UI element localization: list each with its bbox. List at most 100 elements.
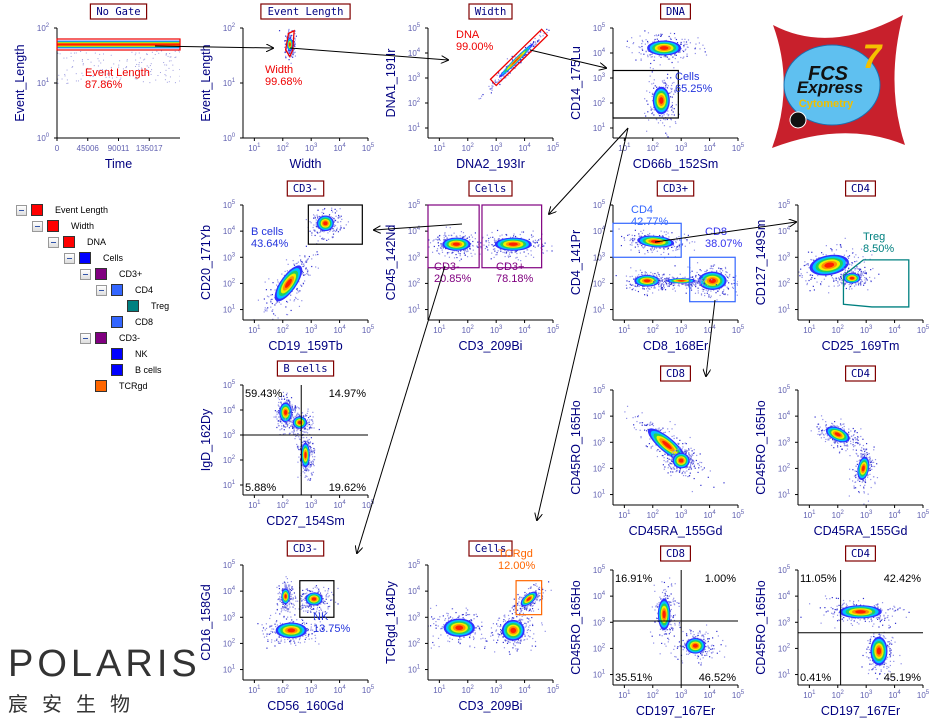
y-tick-label: 105: [593, 200, 606, 210]
gate-region[interactable]: [689, 256, 736, 303]
event-dot: [301, 263, 303, 265]
gate-percent: 78.18%: [496, 273, 534, 285]
plot-p5[interactable]: CD3-101 102 103 104 105101102103104105CD19_1…: [199, 180, 375, 353]
event-dot: [309, 479, 311, 481]
event-dot: [700, 293, 703, 295]
plot-p7[interactable]: CD3+101 102 103 104 105101102103104105CD8_16…: [569, 180, 752, 353]
event-dot: [708, 296, 710, 298]
event-dot: [328, 215, 330, 217]
event-dot: [478, 98, 480, 100]
gate-region[interactable]: [842, 259, 910, 308]
event-dot: [464, 249, 467, 251]
event-dot: [304, 431, 306, 433]
event-dot: [289, 51, 291, 53]
event-dot: [289, 420, 291, 422]
gate-region[interactable]: [56, 38, 181, 51]
event-dot: [807, 264, 809, 266]
event-dot: [270, 299, 272, 301]
event-dot: [850, 430, 852, 432]
event-dot: [679, 50, 681, 52]
event-dot: [542, 252, 544, 254]
event-dot: [511, 55, 513, 58]
event-dot: [307, 423, 309, 425]
gate-percent: 8.50%: [863, 243, 894, 255]
event-dot: [813, 289, 815, 291]
event-dot: [667, 278, 669, 280]
event-dot: [671, 88, 673, 90]
event-dot: [681, 472, 683, 475]
event-dot: [309, 465, 311, 467]
event-dot: [282, 391, 284, 394]
event-dot: [272, 318, 274, 320]
gate-region[interactable]: [612, 69, 679, 119]
event-dot: [649, 422, 651, 424]
event-dot: [658, 275, 661, 277]
event-dot: [686, 287, 688, 289]
event-dot: [841, 279, 843, 281]
event-dot: [647, 423, 649, 425]
event-dot: [485, 246, 488, 248]
gate-region[interactable]: [612, 222, 682, 258]
event-dot: [533, 245, 535, 247]
event-dot: [672, 471, 674, 473]
gate-region[interactable]: [307, 204, 363, 245]
event-dot: [284, 401, 286, 403]
event-dot: [67, 82, 69, 84]
event-dot: [692, 460, 694, 462]
event-dot: [830, 444, 833, 446]
event-dot: [433, 239, 435, 241]
event-dot: [662, 427, 664, 429]
plot-title: No Gate: [96, 6, 140, 18]
gate-region[interactable]: [481, 204, 543, 269]
event-dot: [92, 76, 94, 78]
event-dot: [505, 66, 507, 68]
event-dot: [279, 429, 281, 431]
event-dot: [276, 279, 279, 281]
event-dot: [849, 285, 852, 288]
event-dot: [456, 256, 458, 259]
event-dot: [674, 284, 676, 286]
gate-region[interactable]: [489, 28, 549, 87]
event-dot: [514, 67, 516, 69]
event-dot: [660, 253, 662, 256]
event-dot: [817, 423, 820, 425]
event-dot: [655, 34, 657, 36]
event-dot: [669, 92, 671, 94]
event-dot: [630, 238, 632, 240]
event-dot: [648, 119, 650, 121]
density-contour: [662, 440, 672, 450]
event-dot: [81, 59, 83, 61]
event-dot: [650, 446, 652, 448]
event-dot: [660, 280, 662, 282]
event-dot: [488, 244, 490, 246]
plot-p9[interactable]: B cells101102103104105101102103104105CD2…: [199, 360, 375, 528]
event-dot: [658, 286, 660, 288]
event-dot: [675, 54, 677, 56]
event-dot: [311, 258, 313, 260]
event-dot: [278, 30, 281, 32]
event-dot: [672, 466, 674, 469]
event-dot: [296, 414, 298, 416]
y-tick-label: 104: [223, 226, 236, 236]
gate-name: Event Length: [85, 67, 150, 79]
event-dot: [679, 467, 682, 470]
gate-region[interactable]: [284, 29, 295, 58]
event-dot: [860, 279, 863, 281]
event-dot: [304, 469, 306, 471]
event-dot: [347, 221, 350, 223]
gate-region[interactable]: [427, 204, 480, 269]
event-dot: [164, 74, 166, 76]
x-axis-label: CD27_154Sm: [266, 514, 345, 528]
event-dot: [835, 249, 838, 251]
event-dot: [703, 281, 705, 283]
event-dot: [512, 236, 514, 239]
event-dot: [444, 239, 446, 241]
